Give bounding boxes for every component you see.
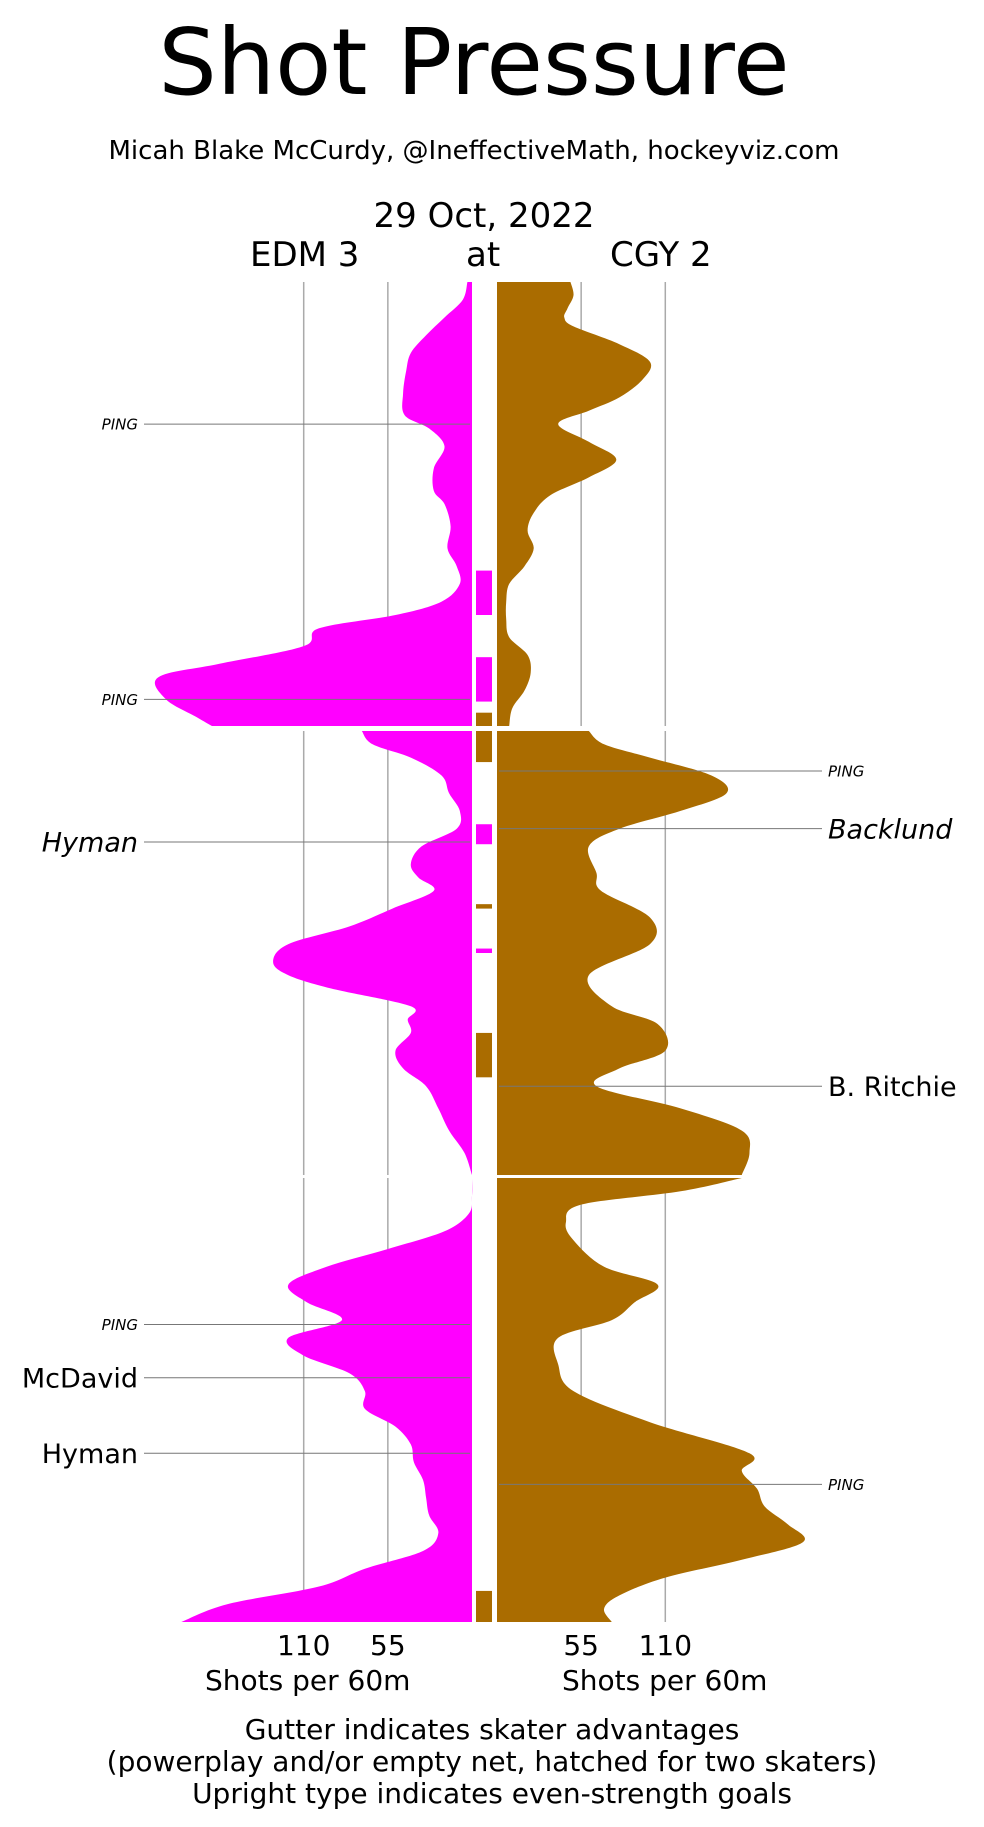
- home-tick-label-2: 110: [639, 1629, 692, 1662]
- away-tick-label-1: 110: [277, 1629, 330, 1662]
- game-date: 29 Oct, 2022: [373, 196, 595, 236]
- away-tick-label-2: 55: [370, 1629, 406, 1662]
- event-label-away-p3-1: PING: [102, 1316, 138, 1334]
- gutter-block-p1-2: [476, 657, 492, 702]
- footnote-3: Upright type indicates even-strength goa…: [192, 1777, 792, 1810]
- home-team-label: CGY 2: [610, 235, 712, 275]
- away-pressure-area-p3: [181, 1178, 473, 1622]
- away-team-label: EDM 3: [250, 235, 360, 275]
- event-label-home-p2-1: PING: [828, 762, 864, 780]
- home-tick-label-1: 55: [563, 1629, 599, 1662]
- event-label-home-p2-2: Backlund: [828, 814, 953, 845]
- home-pressure-area-p2: [497, 731, 751, 1175]
- gutter-block-p1-1: [476, 570, 492, 615]
- event-label-away-p1-2: PING: [102, 691, 138, 709]
- footnote-1: Gutter indicates skater advantages: [244, 1713, 740, 1746]
- at-label: at: [466, 235, 501, 275]
- event-label-away-p3-2: McDavid: [22, 1364, 138, 1395]
- gutter-block-p2-3: [476, 904, 492, 909]
- event-label-home-p2-4: B. Ritchie: [828, 1072, 957, 1103]
- footnote-2: (powerplay and/or empty net, hatched for…: [106, 1745, 878, 1778]
- gutter-block-p2-5: [476, 1032, 492, 1078]
- home-x-axis-title: Shots per 60m: [562, 1664, 768, 1697]
- event-label-away-p1-1: PING: [102, 415, 138, 433]
- event-label-away-p2-3: Hyman: [42, 828, 138, 859]
- chart-title: Shot Pressure: [158, 9, 790, 116]
- away-x-axis-title: Shots per 60m: [205, 1664, 411, 1697]
- gutter-block-p2-4: [476, 948, 492, 953]
- gutter-block-p2-2: [476, 824, 492, 845]
- gutter-block-p1-3: [476, 712, 492, 726]
- event-label-away-p3-3: Hyman: [42, 1439, 138, 1470]
- away-pressure-area-p2: [273, 731, 472, 1175]
- chart-subtitle: Micah Blake McCurdy, @IneffectiveMath, h…: [108, 136, 840, 166]
- gutter-block-p2-1: [476, 731, 492, 763]
- home-pressure-area-p1: [497, 282, 652, 726]
- event-label-home-p3-4: PING: [828, 1476, 864, 1494]
- gutter-block-p3-1: [476, 1590, 492, 1622]
- away-pressure-area-p1: [154, 282, 473, 726]
- home-pressure-area-p3: [497, 1178, 805, 1622]
